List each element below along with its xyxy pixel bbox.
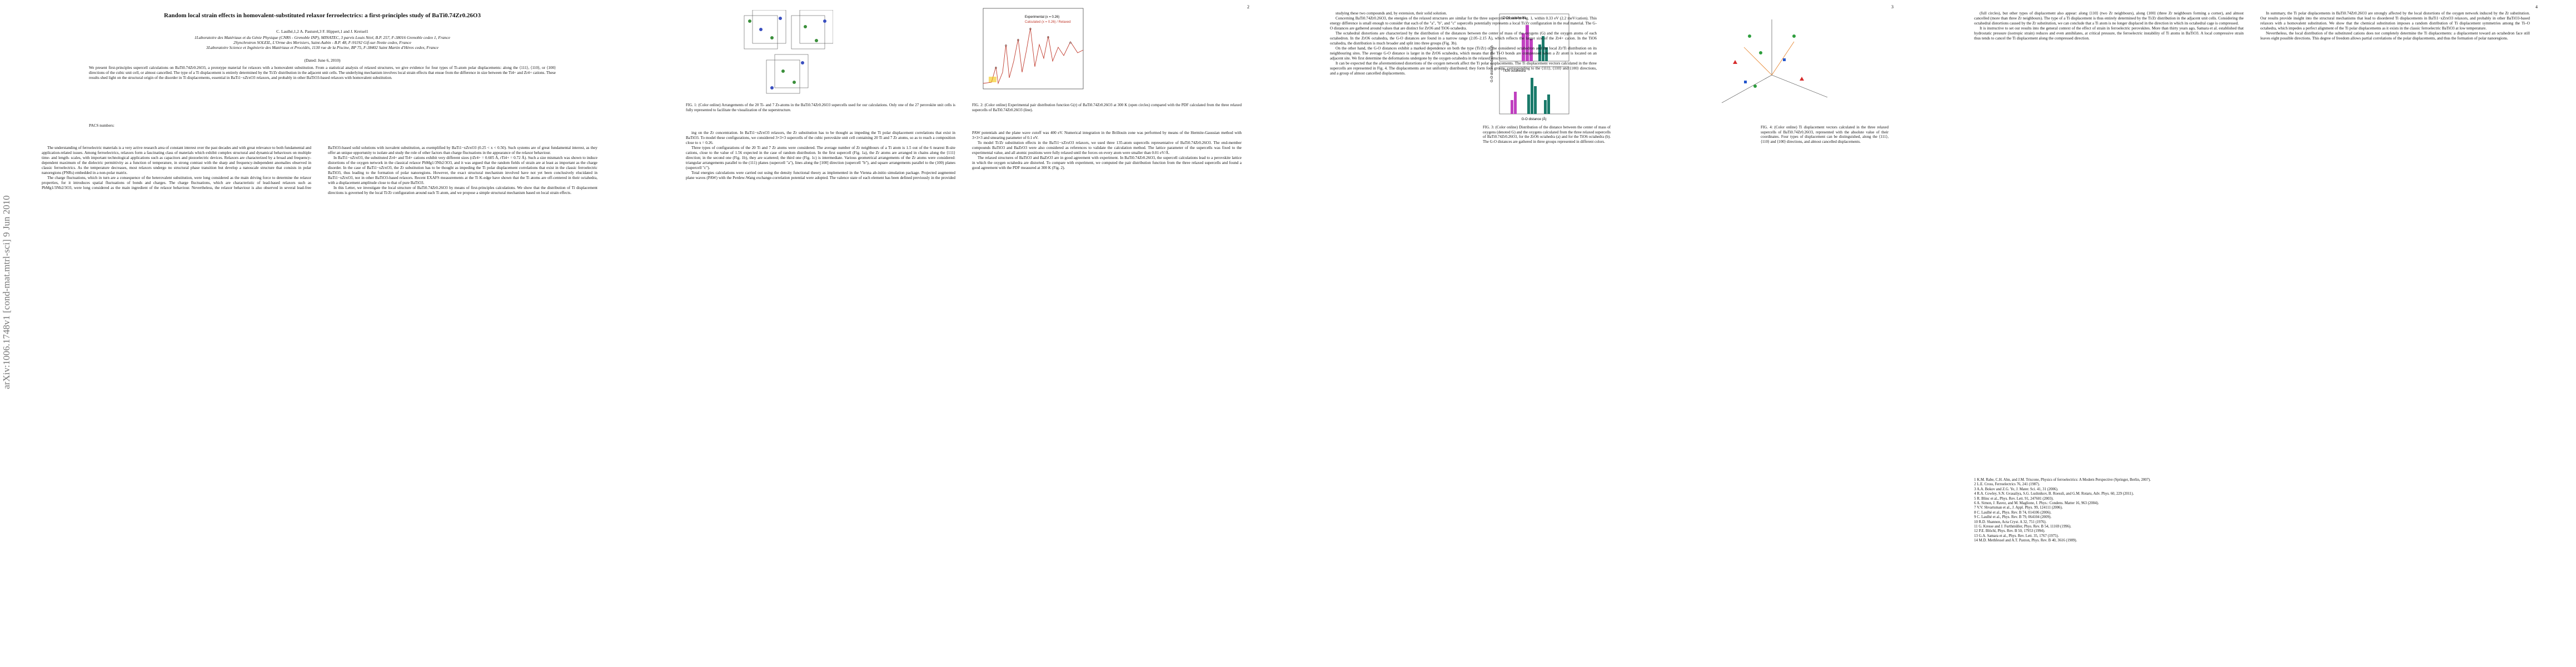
paragraph: The charge fluctuations, which in turn a… bbox=[42, 146, 597, 190]
paragraph: On the other hand, the G-O distances exh… bbox=[1330, 46, 1597, 61]
panel-label: ZrO6 octahedra bbox=[1503, 17, 1527, 20]
page-number: 2 bbox=[1247, 4, 1249, 9]
body: ing on the Zr concentration. In BaTi1−xZ… bbox=[686, 131, 1242, 648]
abstract: We present first-principles supercell ca… bbox=[89, 66, 556, 80]
paragraph: It is instructive to set our results int… bbox=[1974, 26, 2244, 41]
page: 4 (full circles), but other types of dis… bbox=[1932, 0, 2576, 667]
line-item: 13 G.A. Samara et al., Phys. Rev. Lett. … bbox=[1974, 534, 2059, 538]
paragraph: Concerning BaTi0.74Zr0.26O3, the energie… bbox=[1330, 16, 1597, 31]
paragraph: Three types of configurations of the 20 … bbox=[686, 146, 955, 170]
page-number: 3 bbox=[1891, 4, 1894, 9]
page: 2 FIG. 1: (Color online) Arrangements of… bbox=[644, 0, 1288, 667]
paragraph: Nevertheless, the local distribution of … bbox=[2260, 31, 2530, 41]
paragraph: In summary, the Ti polar displacements i… bbox=[2260, 11, 2530, 31]
line-item: 8 C. Laulhé et al., Phys. Rev. B 74, 014… bbox=[1974, 510, 2052, 515]
figure-vectors bbox=[1721, 19, 1828, 103]
arxiv-stamp: arXiv:1006.1748v1 [cond-mat.mtrl-sci] 9 … bbox=[1, 195, 12, 389]
line-item: 3Laboratoire Science et Ingénierie des M… bbox=[206, 45, 439, 50]
paragraph: To model Ti/Zr substitution effects in t… bbox=[972, 141, 1242, 155]
line-item: 1Laboratoire des Matériaux et du Génie P… bbox=[194, 35, 451, 40]
affiliations: 1Laboratoire des Matériaux et du Génie P… bbox=[111, 35, 534, 50]
paragraph: The octahedral distortions are character… bbox=[1330, 31, 1597, 46]
figure-caption: FIG. 2: (Color online) Experimental pair… bbox=[972, 103, 1242, 112]
line-item: 1 K.M. Rabe, C.H. Ahn, and J.M. Triscone… bbox=[1974, 478, 2151, 482]
page: 3 ZrO6 octahedra TiO6 octahedra G-O dist… bbox=[1288, 0, 1932, 667]
line-item: 12 P.E. Blöchl, Phys. Rev. B 50, 17953 (… bbox=[1974, 529, 2045, 534]
references: 1 K.M. Rabe, C.H. Ahn, and J.M. Triscone… bbox=[1974, 478, 2244, 544]
line-item: 2Synchrotron SOLEIL, L'Orme des Merisier… bbox=[233, 40, 411, 45]
legend-entry: Experimental (x = 0.26) bbox=[1025, 16, 1059, 19]
paragraph: The understanding of ferroelectric mater… bbox=[42, 146, 311, 175]
legend-entry: Calculated (x = 0.26) / Relaxed bbox=[1025, 21, 1071, 24]
figure-caption: FIG. 1: (Color online) Arrangements of t… bbox=[686, 103, 955, 112]
paragraph: In BaTi1−xZrxO3, the substituted Zr4+ an… bbox=[328, 156, 597, 185]
paragraph: (full circles), but other types of displ… bbox=[1974, 11, 2244, 26]
figure-pdf: Experimental (x = 0.26) Calculated (x = … bbox=[983, 8, 1084, 89]
figure-caption: FIG. 4: (Color online) Ti displacement v… bbox=[1761, 125, 1889, 144]
figure-histogram: ZrO6 octahedra TiO6 octahedra G-O distan… bbox=[1491, 13, 1569, 121]
paragraph: studying these two compounds and, by ext… bbox=[1336, 11, 1447, 16]
paragraph: In this Letter, we investigate the local… bbox=[328, 186, 597, 195]
line-item: 6 A. Simon, J. Ravez, and M. Maglione, J… bbox=[1974, 501, 2099, 506]
figure-caption: FIG. 3: (Color online) Distribution of t… bbox=[1483, 125, 1611, 144]
line-item: 4 R.A. Cowley, S.N. Gvasaliya, S.G. Lush… bbox=[1974, 492, 2134, 496]
body: studying these two compounds and, by ext… bbox=[1330, 11, 1597, 645]
axis-label: G-O distance distribution bbox=[1491, 46, 1494, 82]
panel-label: TiO6 octahedra bbox=[1503, 69, 1526, 73]
line-item: 3 A.A. Bokov and Z.G. Ye, J. Mater. Sci.… bbox=[1974, 487, 2059, 491]
title: Random local strain effects in homovalen… bbox=[164, 12, 481, 19]
paragraph: The relaxed structures of BaTiO3 and BaZ… bbox=[972, 156, 1242, 170]
pacs: PACS numbers: bbox=[89, 123, 114, 128]
line-item: 5 R. Blinc et al., Phys. Rev. Lett. 91, … bbox=[1974, 496, 2054, 501]
paragraph: ing on the Zr concentration. In BaTi1−xZ… bbox=[686, 131, 955, 145]
body: (full circles), but other types of displ… bbox=[1974, 11, 2530, 400]
page: arXiv:1006.1748v1 [cond-mat.mtrl-sci] 9 … bbox=[0, 0, 644, 667]
authors: C. Laulhé,1,2 A. Pasturel,3 F. Hippert,1… bbox=[276, 29, 368, 34]
line-item: 14 M.D. Methfessel and A.T. Paxton, Phys… bbox=[1974, 539, 2077, 543]
axis-label: G-O distance (Å) bbox=[1521, 117, 1546, 121]
line-item: 11 G. Kresse and J. Furthmüller, Phys. R… bbox=[1974, 525, 2071, 529]
body: The understanding of ferroelectric mater… bbox=[42, 146, 597, 646]
line-item: 7 V.V. Shvartsman et al., J. Appl. Phys.… bbox=[1974, 506, 2063, 510]
line-item: 10 R.D. Shannon, Acta Cryst. A 32, 751 (… bbox=[1974, 520, 2047, 524]
paragraph: Total energies calculations were carried… bbox=[686, 131, 1242, 180]
paragraph: It can be expected that the aforemention… bbox=[1330, 61, 1597, 76]
page-number: 4 bbox=[2535, 4, 2538, 9]
date: (Dated: June 6, 2010) bbox=[304, 58, 341, 63]
line-item: 2 L.E. Cross, Ferroelectrics 76, 241 (19… bbox=[1974, 482, 2040, 487]
figure-structure bbox=[744, 10, 833, 94]
line-item: 9 C. Laulhé et al., Phys. Rev. B 79, 064… bbox=[1974, 515, 2052, 520]
